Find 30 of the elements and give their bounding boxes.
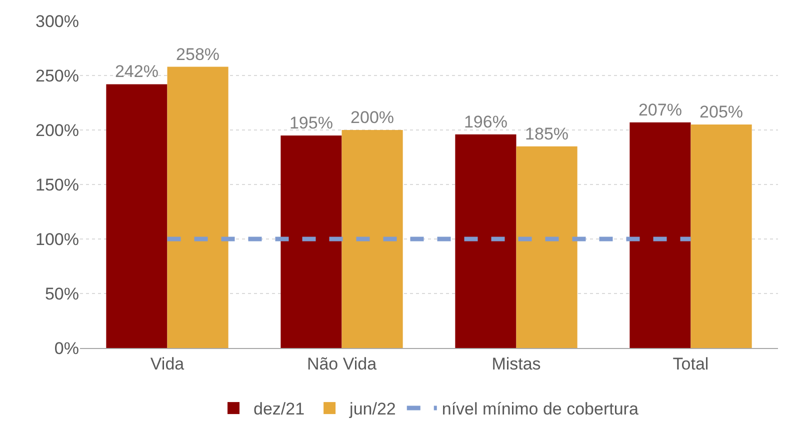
x-tick-label: Total bbox=[672, 354, 709, 374]
legend-label: dez/21 bbox=[254, 400, 305, 419]
x-tick-label: Mistas bbox=[492, 354, 541, 374]
x-tick-label: Não Vida bbox=[306, 354, 378, 374]
bar bbox=[342, 130, 403, 348]
legend-label: jun/22 bbox=[348, 400, 396, 419]
bar bbox=[455, 134, 516, 348]
y-tick-label: 300% bbox=[36, 12, 79, 31]
data-label: 196% bbox=[464, 112, 508, 132]
bar bbox=[167, 66, 228, 348]
data-label: 185% bbox=[525, 124, 569, 144]
bar bbox=[630, 122, 691, 348]
data-label: 200% bbox=[350, 108, 394, 127]
data-label: 205% bbox=[700, 102, 744, 122]
data-label: 258% bbox=[176, 44, 220, 64]
y-tick-label: 0% bbox=[54, 338, 79, 358]
data-label: 207% bbox=[638, 100, 682, 120]
x-tick-label: Vida bbox=[150, 354, 185, 374]
y-tick-label: 100% bbox=[36, 230, 79, 249]
data-label: 195% bbox=[289, 113, 333, 132]
bar bbox=[690, 124, 752, 348]
bar bbox=[106, 84, 168, 348]
y-tick-label: 150% bbox=[36, 175, 79, 194]
legend-label: nível mínimo de cobertura bbox=[442, 400, 639, 419]
bar bbox=[516, 146, 578, 348]
y-tick-label: 200% bbox=[36, 120, 79, 140]
bar bbox=[280, 135, 342, 348]
y-tick-label: 50% bbox=[44, 284, 79, 304]
data-label: 242% bbox=[114, 62, 158, 82]
y-tick-label: 250% bbox=[36, 66, 79, 86]
